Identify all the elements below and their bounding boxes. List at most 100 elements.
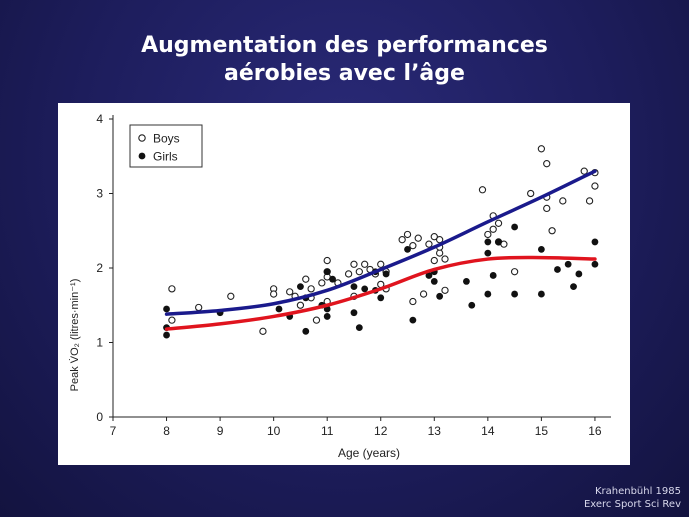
x-tick-label: 15 xyxy=(535,424,549,438)
girls-point xyxy=(350,283,358,291)
boys-point xyxy=(580,167,588,175)
boys-point xyxy=(478,186,487,194)
girls-point xyxy=(425,272,433,279)
y-tick-label: 0 xyxy=(96,410,103,424)
girls-point xyxy=(537,245,545,253)
girls-point xyxy=(409,316,417,324)
boys-point xyxy=(344,270,353,278)
girls-point xyxy=(355,324,363,331)
boys-point xyxy=(286,288,294,296)
boys-point xyxy=(312,316,321,324)
source-credit-line-2: Exerc Sport Sci Rev xyxy=(583,499,681,510)
x-tick-label: 16 xyxy=(588,424,602,438)
girls-point xyxy=(361,285,369,293)
chart-panel: 7 8 9 10 11 12 13 14 15 16 0 1 2 3 4 Boys Girls Age (y… xyxy=(58,103,630,465)
boys-point xyxy=(355,268,363,276)
legend-box xyxy=(129,124,203,168)
legend-girls-label: Girls xyxy=(153,150,178,164)
boys-point xyxy=(323,256,331,265)
boys-point xyxy=(441,286,449,294)
slide-title: Augmentation des performances aérobies a… xyxy=(0,32,689,88)
boys-point xyxy=(259,327,267,335)
girls-point xyxy=(484,238,492,246)
boys-point xyxy=(591,182,599,190)
boys-point xyxy=(489,225,497,233)
boys-point xyxy=(409,241,417,250)
y-tick-label: 1 xyxy=(96,336,103,350)
boys-points xyxy=(168,145,599,335)
source-credit: Krahenbühl 1985 Exerc Sport Sci Rev xyxy=(584,485,681,511)
girls-point xyxy=(591,238,599,246)
girls-point xyxy=(377,294,385,302)
x-tick-label: 7 xyxy=(110,424,117,438)
x-tick-label: 12 xyxy=(374,424,388,438)
slide-title-line-1: Augmentation des performances xyxy=(141,33,548,58)
boys-point xyxy=(430,256,438,265)
source-credit-line-1: Krahenbühl 1985 xyxy=(594,486,681,497)
legend-girls-marker xyxy=(138,152,146,160)
girls-point xyxy=(570,283,577,291)
girls-point xyxy=(564,260,572,268)
x-tick-label: 9 xyxy=(217,424,224,438)
boys-point xyxy=(559,197,567,205)
boys-point xyxy=(494,219,503,227)
x-tick-label: 8 xyxy=(163,424,170,438)
boys-point xyxy=(398,236,406,244)
boys-point xyxy=(425,240,433,248)
girls-point xyxy=(275,305,283,313)
girls-point xyxy=(436,292,444,300)
girls-point xyxy=(329,275,336,283)
boys-point xyxy=(543,160,551,168)
boys-point xyxy=(414,234,422,242)
boys-point xyxy=(307,285,315,293)
girls-point xyxy=(382,270,390,278)
legend-boys-label: Boys xyxy=(153,132,180,146)
boys-point xyxy=(296,301,305,309)
girls-point xyxy=(511,290,519,298)
boys-point xyxy=(419,290,428,298)
x-tick-label: 11 xyxy=(321,424,334,438)
boys-point xyxy=(543,204,551,213)
boys-point xyxy=(403,230,412,239)
girls-point xyxy=(163,331,170,339)
girls-point xyxy=(323,313,331,320)
x-tick-label: 13 xyxy=(428,424,442,438)
girls-point xyxy=(468,301,476,309)
boys-point xyxy=(548,227,556,235)
girls-point xyxy=(591,260,599,268)
boys-point xyxy=(409,297,417,306)
boys-point xyxy=(510,268,519,276)
boys-point xyxy=(227,292,235,300)
x-axis-label: Age (years) xyxy=(338,446,400,460)
girls-point xyxy=(484,290,492,298)
boys-point xyxy=(318,279,326,287)
boys-point xyxy=(484,230,492,239)
slide-title-line-2: aérobies avec l’âge xyxy=(224,61,465,86)
boys-point xyxy=(350,260,358,268)
girls-point xyxy=(489,272,497,279)
girls-point xyxy=(575,270,583,278)
x-tick-label: 14 xyxy=(481,424,495,438)
trend-lines xyxy=(164,169,597,331)
girls-point xyxy=(511,223,519,231)
girls-point xyxy=(163,305,170,313)
boys-trend-line xyxy=(164,169,597,316)
legend-boys-marker xyxy=(138,134,146,142)
boys-point xyxy=(537,145,546,153)
boys-point xyxy=(302,275,310,283)
x-tick-label: 10 xyxy=(267,424,281,438)
boys-point xyxy=(441,255,449,263)
girls-point xyxy=(404,245,411,253)
girls-trend-line xyxy=(164,255,597,331)
girls-point xyxy=(554,266,561,273)
boys-point xyxy=(430,233,438,241)
boys-point xyxy=(435,249,444,257)
legend: Boys Girls xyxy=(129,124,203,168)
girls-point xyxy=(323,268,331,276)
girls-point xyxy=(430,278,438,285)
boys-point xyxy=(269,290,278,298)
boys-point xyxy=(195,303,203,312)
boys-point xyxy=(377,260,385,268)
y-axis-label: Peak V̇O₂ (litres·min⁻¹) xyxy=(68,279,81,392)
